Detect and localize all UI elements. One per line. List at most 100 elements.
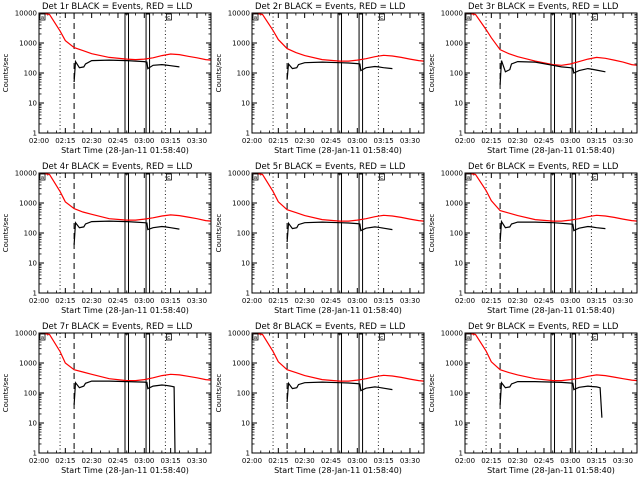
x-tick-label: 03:00 [347, 137, 367, 145]
corner-marker-label: c [167, 175, 170, 181]
x-tick-label: 03:30 [400, 137, 420, 145]
panel-title: Det 3r BLACK = Events, RED = LLD [468, 2, 619, 12]
events-rate-line [286, 61, 393, 80]
plot-frame [251, 172, 425, 294]
y-tick-label: 10000 [228, 170, 250, 178]
y-tick-label: 10000 [15, 330, 37, 338]
x-tick-label: 02:30 [82, 137, 102, 145]
corner-marker-label: a [254, 15, 257, 21]
x-tick-label: 02:30 [295, 137, 315, 145]
panel-title: Det 5r BLACK = Events, RED = LLD [255, 162, 406, 172]
y-tick-label: 1000 [232, 360, 250, 368]
x-tick-label: 02:30 [508, 457, 528, 465]
corner-marker-right: c [591, 333, 598, 341]
x-axis-label: Start Time (28-Jan-11 01:58:40) [61, 306, 189, 315]
x-axis-label: Start Time (28-Jan-11 01:58:40) [61, 146, 189, 155]
corner-marker-box [591, 173, 598, 181]
x-tick-label: 02:45 [108, 137, 128, 145]
x-tick-label: 02:15 [481, 297, 501, 305]
panel-title: Det 6r BLACK = Events, RED = LLD [468, 162, 619, 172]
corner-marker-label: c [380, 15, 383, 21]
y-tick-label: 100 [24, 230, 37, 238]
panel-title: Det 4r BLACK = Events, RED = LLD [42, 162, 193, 172]
y-tick-label: 1000 [19, 200, 37, 208]
detector-panel: Det 9r BLACK = Events, RED = LLD Counts/s… [428, 322, 638, 475]
x-axis-label: Start Time (28-Jan-11 01:58:40) [274, 306, 402, 315]
y-tick-label: 1 [33, 130, 37, 138]
lld-rate-line [39, 173, 211, 222]
y-tick-label: 100 [237, 390, 250, 398]
corner-marker-box [39, 173, 46, 181]
y-tick-label: 100 [450, 390, 463, 398]
x-tick-label: 03:15 [587, 297, 607, 305]
y-tick-label: 10 [28, 260, 37, 268]
detector-panel: Det 2r BLACK = Events, RED = LLD Counts/s… [215, 2, 425, 155]
y-axis-label: Counts/sec [428, 214, 436, 253]
panel-plot-area [39, 333, 211, 453]
events-rate-line [73, 380, 176, 453]
x-tick-label: 02:15 [268, 137, 288, 145]
y-axis-label: Counts/sec [428, 54, 436, 93]
y-axis-label: Counts/sec [2, 374, 10, 413]
corner-marker-box [252, 333, 259, 341]
y-tick-label: 10000 [441, 10, 463, 18]
corner-marker-box [378, 333, 385, 341]
y-tick-label: 10 [454, 100, 463, 108]
corner-marker-box [252, 173, 259, 181]
lld-rate-line [252, 333, 424, 382]
y-tick-label: 1 [459, 130, 463, 138]
panel-plot-area [252, 173, 424, 243]
x-axis-label: Start Time (28-Jan-11 01:58:40) [274, 466, 402, 475]
y-tick-label: 1000 [232, 40, 250, 48]
corner-marker-box [465, 13, 472, 21]
x-tick-label: 02:00 [242, 457, 262, 465]
corner-marker-left: a [39, 13, 46, 21]
detector-panel: Det 7r BLACK = Events, RED = LLD Counts/s… [2, 322, 212, 475]
x-axis-label: Start Time (28-Jan-11 01:58:40) [487, 306, 615, 315]
x-tick-label: 03:15 [161, 297, 181, 305]
corner-marker-left: a [465, 13, 472, 21]
plot-frame [38, 332, 212, 454]
x-tick-label: 02:30 [295, 457, 315, 465]
events-rate-line [73, 59, 180, 83]
detector-panel: Det 4r BLACK = Events, RED = LLD Counts/s… [2, 162, 212, 315]
panel-plot-area [39, 13, 211, 83]
panel-title: Det 7r BLACK = Events, RED = LLD [42, 322, 193, 332]
lld-rate-line [465, 173, 637, 222]
corner-marker-label: c [593, 175, 596, 181]
events-rate-line [499, 381, 603, 418]
y-tick-label: 1 [246, 450, 250, 458]
x-tick-label: 03:15 [587, 137, 607, 145]
y-tick-label: 100 [237, 230, 250, 238]
x-tick-label: 02:45 [321, 457, 341, 465]
y-tick-label: 1 [459, 290, 463, 298]
x-tick-label: 03:15 [161, 137, 181, 145]
panel-title: Det 2r BLACK = Events, RED = LLD [255, 2, 406, 12]
corner-marker-box [378, 13, 385, 21]
y-axis-label: Counts/sec [215, 214, 223, 253]
lld-rate-line [39, 333, 211, 382]
y-tick-label: 100 [237, 70, 250, 78]
y-tick-label: 100 [24, 390, 37, 398]
x-tick-label: 03:30 [400, 457, 420, 465]
panel-grid: Det 1r BLACK = Events, RED = LLD Counts/s… [2, 2, 638, 475]
x-tick-label: 03:00 [560, 457, 580, 465]
y-tick-label: 1 [246, 130, 250, 138]
corner-marker-right: c [378, 173, 385, 181]
events-rate-line [499, 219, 606, 243]
corner-marker-label: a [41, 175, 44, 181]
y-tick-label: 1000 [445, 360, 463, 368]
detector-panel: Det 6r BLACK = Events, RED = LLD Counts/s… [428, 162, 638, 315]
x-tick-label: 02:00 [29, 457, 49, 465]
y-tick-label: 10 [241, 100, 250, 108]
corner-marker-box [378, 173, 385, 181]
panel-plot-area [465, 173, 637, 243]
x-tick-label: 03:30 [187, 137, 207, 145]
corner-marker-box [39, 13, 46, 21]
corner-marker-left: a [252, 173, 259, 181]
corner-marker-label: c [167, 15, 170, 21]
x-axis-label: Start Time (28-Jan-11 01:58:40) [274, 146, 402, 155]
corner-marker-box [591, 13, 598, 21]
y-tick-label: 10 [241, 260, 250, 268]
x-tick-label: 02:00 [455, 297, 475, 305]
